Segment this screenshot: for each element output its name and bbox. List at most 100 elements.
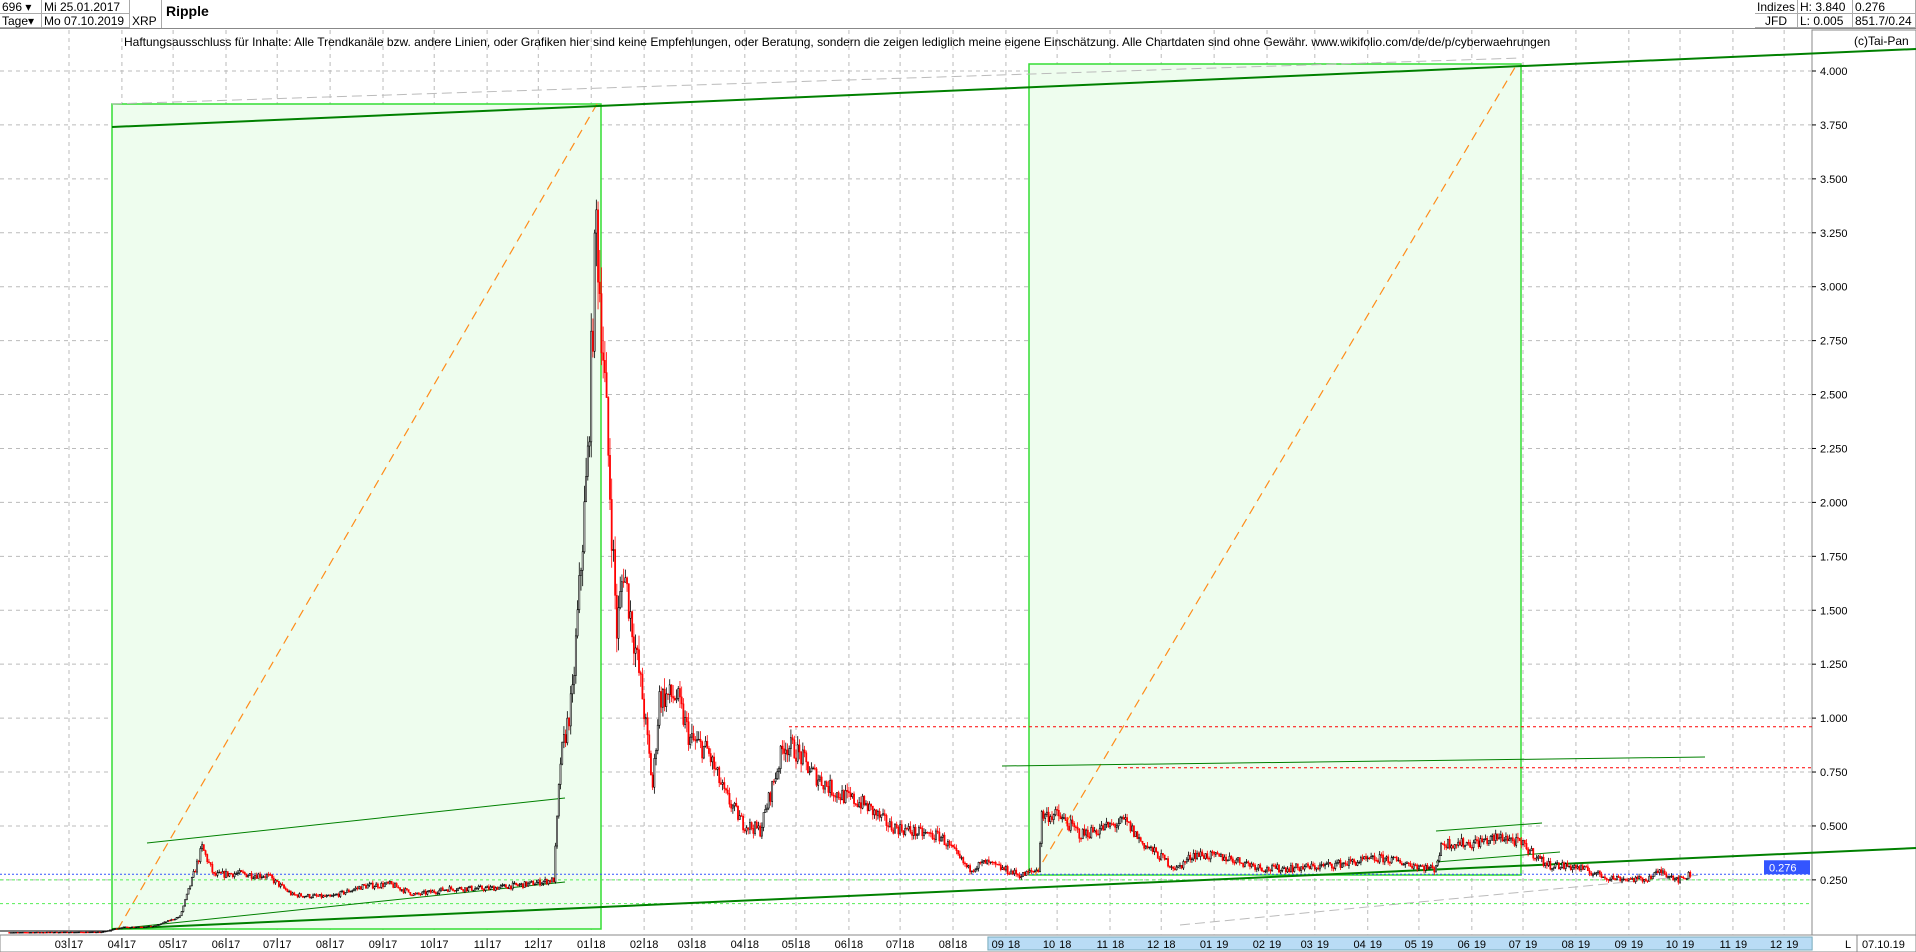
candle-body [677,688,680,699]
candle-body [240,870,243,873]
candle-body [1687,871,1690,880]
candle-body [47,931,50,934]
x-tick-year: 17 [124,939,136,951]
candle-body [1324,864,1326,867]
candle-body [296,894,299,898]
candle-body [974,869,977,872]
axis-mode-label: L [1845,939,1851,951]
candle-body [537,879,540,883]
candle-body [1086,829,1089,838]
candle-body [1496,833,1499,840]
candle-body [716,767,719,770]
y-tick-label: 0.750 [1820,767,1848,779]
candle-body [1332,867,1335,870]
y-tick-label: 3.000 [1820,282,1848,294]
candle-body [667,693,669,695]
candle-body [1544,862,1547,866]
candle-body [1298,867,1301,872]
x-tick-year: 18 [1112,939,1124,951]
candle-body [977,862,980,869]
candle-body [1528,850,1531,854]
candle-body [312,894,314,898]
candle-body [419,893,422,896]
candle-body [219,871,222,874]
candle-body [1689,871,1692,877]
candle-body [540,883,543,886]
candle-body [1129,821,1132,832]
candle-body [895,824,898,828]
date-from-field[interactable]: Mi 25.01.2017 [42,0,130,14]
candle-body [342,890,345,895]
candle-body [752,828,755,834]
candle-body [160,923,163,925]
candle-body [972,870,975,872]
candle-body [713,756,715,769]
candle-body [257,873,260,879]
candle-body [1660,869,1663,874]
candle-body [1530,848,1533,852]
candle-body [953,846,956,849]
candle-body [772,781,775,783]
bars-value: 696 [2,0,23,14]
x-tick-month: 11 [1097,939,1108,951]
time-scrollbar[interactable] [987,936,1813,951]
candle-body [1310,863,1313,870]
candle-body [182,905,185,912]
candle-body [213,871,215,874]
candle-body [1624,878,1627,881]
candle-body [329,894,332,897]
x-tick-month: 04 [1353,939,1365,951]
candle-body [699,738,702,742]
candle-body [1090,827,1093,839]
candle-body [1346,863,1349,866]
candle-body [450,886,453,890]
candle-body [414,893,417,895]
candle-body [1083,828,1086,836]
period-dropdown[interactable]: Tage▾ [0,14,42,28]
candle-body [1160,853,1163,861]
candle-body [532,881,535,886]
candle-body [295,894,297,896]
candle-body [653,758,656,788]
candle-body [100,931,103,934]
candle-body [453,890,456,892]
candle-body [266,874,268,878]
target-box [111,103,602,930]
candle-body [1621,878,1623,882]
candle-body [764,809,767,813]
candle-body [1604,876,1606,879]
candle-body [351,890,354,892]
candle-body [1670,875,1673,878]
date-to-field[interactable]: Mo 07.10.2019 [42,14,130,28]
bars-dropdown[interactable]: 696 ▾ [0,0,42,14]
candle-body [508,885,511,890]
candle-body [347,889,350,893]
candle-body [289,891,292,896]
candle-body [1585,866,1588,868]
candle-body [1672,875,1675,881]
chart-header: 696 ▾ Mi 25.01.2017 Tage▾ Mo 07.10.2019 … [0,0,1916,29]
x-tick-year: 17 [489,939,501,951]
candle-body [680,696,683,705]
candle-body [428,890,430,892]
candle-body [1172,866,1175,869]
candle-body [1061,817,1064,820]
candle-body [318,894,321,897]
candle-body [1458,841,1461,846]
candle-body [685,717,688,723]
y-tick-label: 3.500 [1820,174,1848,186]
candle-body [1146,845,1149,848]
candle-body [254,875,256,879]
candle-body [86,931,89,934]
candle-body [585,476,587,503]
candle-body [851,793,854,798]
candle-body [916,833,919,836]
candle-body [170,919,173,921]
candle-body [1074,826,1077,828]
candle-body [1180,865,1183,869]
y-tick-label: 3.750 [1820,120,1848,132]
x-tick-month: 12 [1147,939,1159,951]
chevron-down-icon: ▾ [25,0,32,14]
candle-body [1569,865,1572,870]
